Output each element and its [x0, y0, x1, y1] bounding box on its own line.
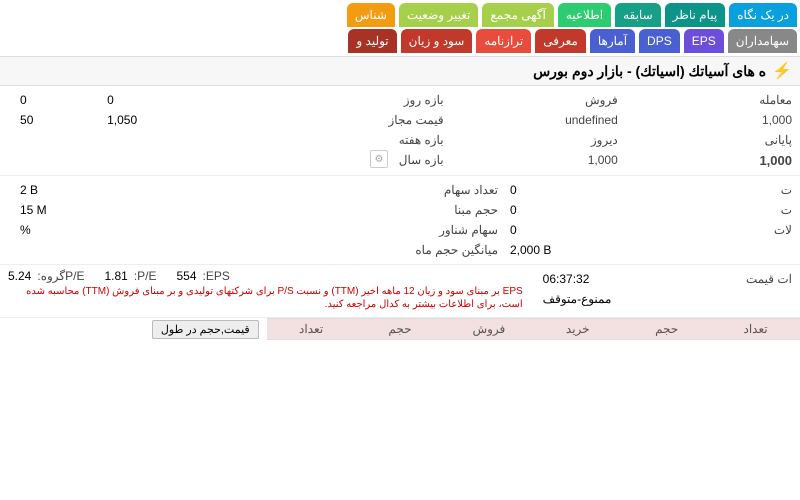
tab[interactable]: آگهی مجمع [482, 3, 553, 27]
eps-note: EPS بر مبنای سود و زیان 12 ماهه اخیر (TT… [8, 283, 531, 313]
tab[interactable]: در یک نگاه [729, 3, 797, 27]
status-value: ممنوع-متوقف [531, 292, 612, 306]
settings-icon[interactable]: ⚙ [370, 150, 388, 168]
tab[interactable]: DPS [639, 29, 680, 53]
pe-label: P/E: [134, 269, 157, 283]
tab[interactable]: تغییر وضعیت [399, 3, 479, 27]
peg-label: P/Eگروه: [37, 269, 84, 283]
tab[interactable]: سابقه [615, 3, 661, 27]
tab[interactable]: سهامداران [728, 29, 797, 53]
tab[interactable]: EPS [684, 29, 724, 53]
order-col-header: حجم [356, 319, 445, 339]
eps-value: 554 [177, 269, 197, 283]
pe-value: 1.81 [104, 269, 127, 283]
price-section-1: معامله1,000پایانی1,000 فروشundefinedدیرو… [0, 86, 800, 176]
price-section-2: تتلات 0002,000 B تعداد سهامحجم مبناسهام … [0, 176, 800, 265]
bolt-icon: ⚡ [772, 61, 792, 81]
tab[interactable]: تولید و [348, 29, 396, 53]
order-col-header: فروش [444, 319, 533, 339]
order-book-body [267, 340, 800, 470]
order-col-header: حجم [622, 319, 711, 339]
stock-title: ه های آسیاتك (اسیاتك) - بازار دوم بورس [533, 63, 766, 80]
price-section-3: ات قیمت 06:37:32 ممنوع-متوقف EPS: 554 P/E:… [0, 265, 800, 318]
order-col-header: خرید [533, 319, 622, 339]
tab[interactable]: اطلاعیه [558, 3, 611, 27]
tab[interactable]: شناس [347, 3, 395, 27]
tab[interactable]: پیام ناظر [665, 3, 726, 27]
tabs-container: در یک نگاهپیام ناظرسابقهاطلاعیهآگهی مجمع… [0, 0, 800, 56]
order-col-header: تعداد [267, 319, 356, 339]
order-col-header: تعداد [711, 319, 800, 339]
order-book-header: تعدادحجمخریدفروشحجمتعداد [267, 318, 800, 340]
tab[interactable]: معرفی [535, 29, 586, 53]
time-label: ات قیمت [746, 272, 792, 286]
tab[interactable]: ترازنامه [476, 29, 531, 53]
tab[interactable]: سود و زیان [401, 29, 473, 53]
volume-tab[interactable]: قیمت,حجم در طول [152, 320, 259, 339]
peg-value: 5.24 [8, 269, 31, 283]
tab[interactable]: آمارها [590, 29, 635, 53]
eps-label: EPS: [203, 269, 230, 283]
time-value: 06:37:32 [531, 272, 590, 286]
eps-row: EPS: 554 P/E: 1.81 P/Eگروه: 5.24 [8, 269, 531, 283]
stock-header: ⚡ ه های آسیاتك (اسیاتك) - بازار دوم بورس [0, 56, 800, 86]
